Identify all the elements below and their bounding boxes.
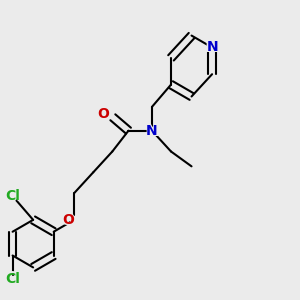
Text: N: N bbox=[144, 122, 159, 140]
Text: N: N bbox=[205, 38, 220, 56]
Text: N: N bbox=[206, 40, 218, 55]
Text: N: N bbox=[146, 124, 158, 138]
Text: O: O bbox=[62, 213, 74, 227]
Text: Cl: Cl bbox=[3, 187, 22, 205]
Text: O: O bbox=[94, 105, 110, 123]
Text: Cl: Cl bbox=[5, 189, 20, 203]
Text: Cl: Cl bbox=[3, 270, 22, 288]
Text: Cl: Cl bbox=[5, 272, 20, 286]
Text: O: O bbox=[59, 211, 74, 229]
Text: O: O bbox=[98, 107, 110, 121]
